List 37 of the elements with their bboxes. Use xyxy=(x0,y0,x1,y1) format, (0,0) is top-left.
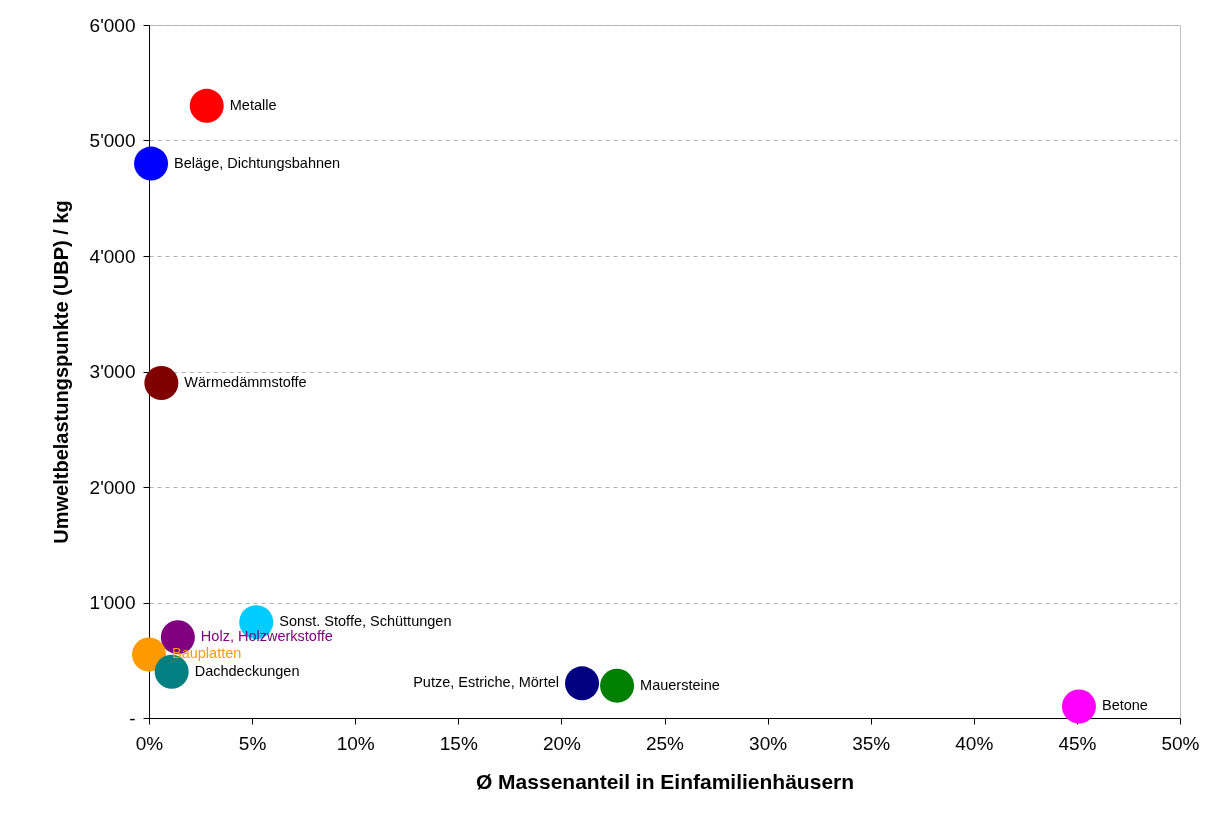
x-tick-label: 40% xyxy=(955,732,994,754)
series-label: Mauersteine xyxy=(640,676,720,693)
x-tick-label: 50% xyxy=(1161,732,1200,754)
series-label: Dachdeckungen xyxy=(194,662,300,679)
series-label: Bauplatten xyxy=(172,645,242,662)
y-tick-label: 6'000 xyxy=(89,14,136,36)
x-tick-label: 35% xyxy=(852,732,891,754)
point xyxy=(189,88,224,123)
series-label: Sonst. Stoffe, Schüttungen xyxy=(279,613,452,630)
x-tick-label: 10% xyxy=(336,732,375,754)
x-tick-label: 0% xyxy=(135,732,164,754)
series-label: Putze, Estriche, Mörtel xyxy=(413,674,560,691)
y-axis-title: Umweltbelastungspunkte (UBP) / kg xyxy=(49,200,72,544)
point xyxy=(144,366,179,401)
y-tick-label: 4'000 xyxy=(89,245,136,267)
x-tick-label: 20% xyxy=(542,732,582,754)
x-tick-label: 15% xyxy=(439,732,478,754)
point xyxy=(565,666,600,701)
y-tick-label: 2'000 xyxy=(89,476,136,498)
x-axis-title: Ø Massenanteil in Einfamilienhäusern xyxy=(475,769,855,793)
x-tick-label: 30% xyxy=(749,732,788,754)
point xyxy=(132,637,166,672)
point xyxy=(134,146,169,181)
x-tick-label: 45% xyxy=(1058,732,1097,754)
y-tick-label: 5'000 xyxy=(89,130,136,151)
y-tick-label: 1'000 xyxy=(89,592,136,613)
x-tick-label: 25% xyxy=(645,732,685,754)
series-label: Beläge, Dichtungsbahnen xyxy=(174,154,341,171)
series-label: Metalle xyxy=(229,96,277,113)
point xyxy=(1061,689,1096,724)
series-label: Holz, Holzwerkstoffe xyxy=(200,628,333,645)
series-label: Betone xyxy=(1101,697,1148,714)
x-tick-label: 5% xyxy=(238,732,267,754)
series-label: Wärmedämmstoffe xyxy=(184,374,307,391)
y-tick-label: 3'000 xyxy=(89,361,136,382)
y-tick-label: - xyxy=(129,707,136,729)
point xyxy=(600,668,635,703)
